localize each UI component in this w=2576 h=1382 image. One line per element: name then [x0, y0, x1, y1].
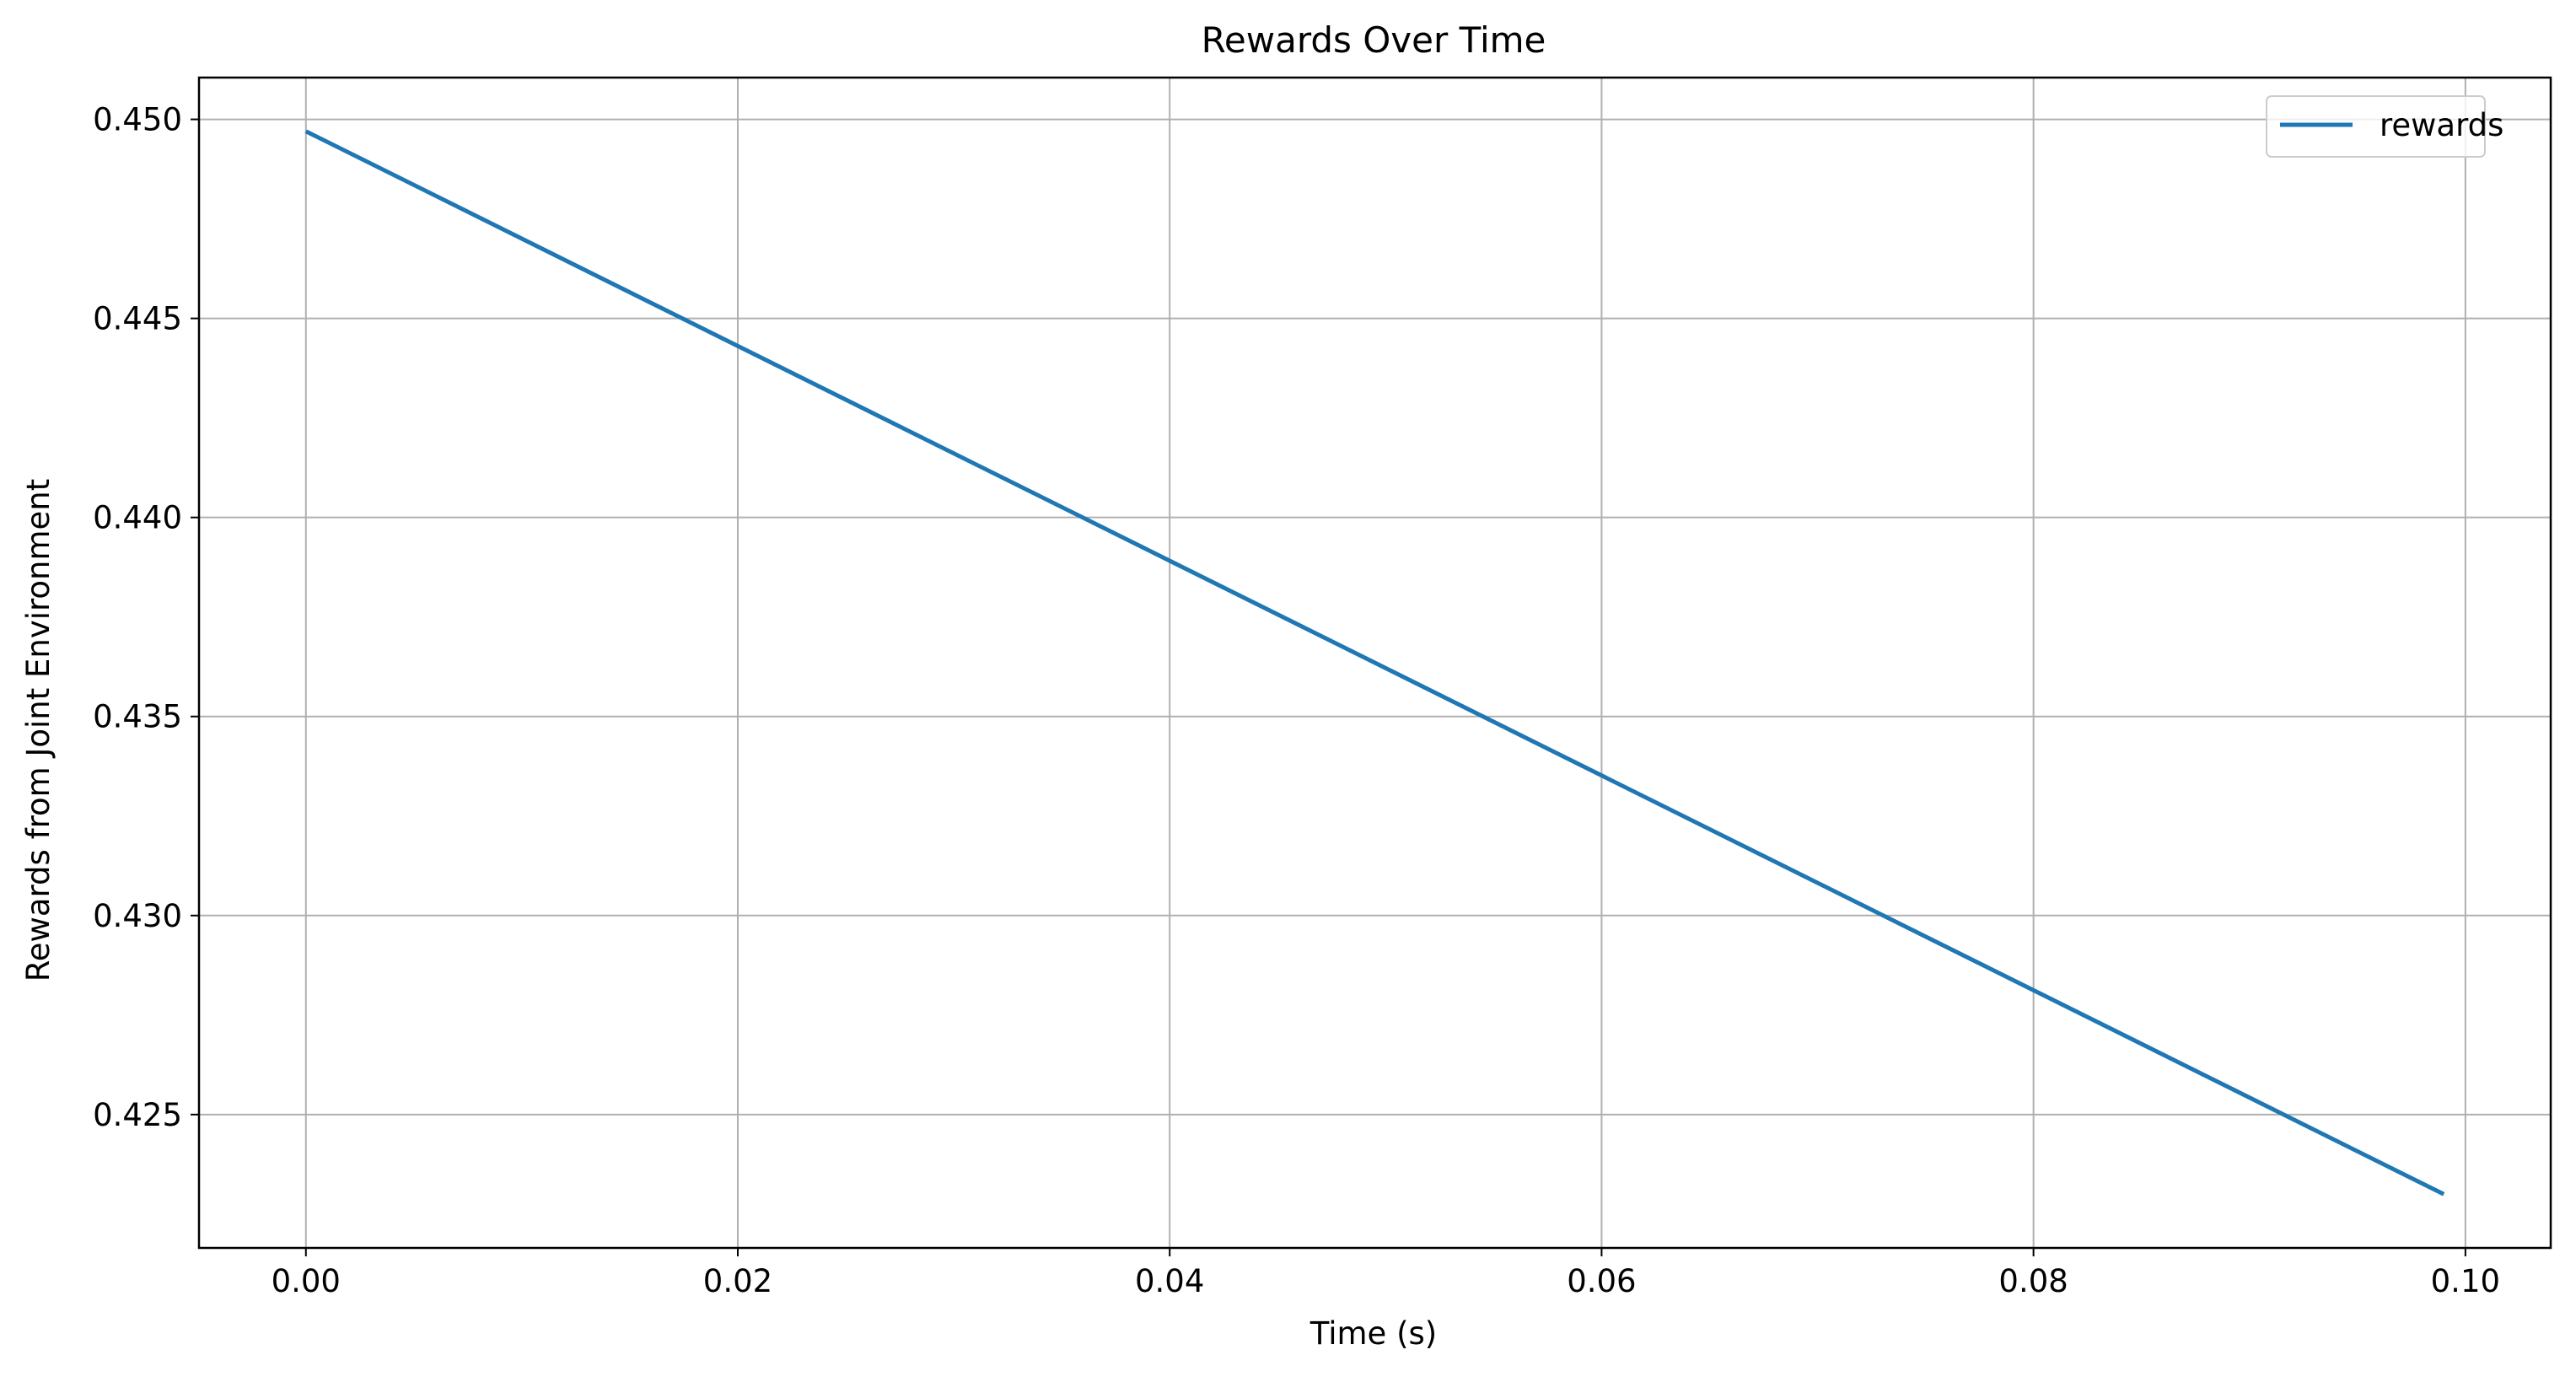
y-tick-label: 0.435 — [93, 699, 182, 735]
series-layer — [304, 129, 2445, 1196]
y-tick-label: 0.425 — [93, 1097, 182, 1133]
x-tick-label: 0.08 — [1998, 1263, 2068, 1299]
y-tick-label: 0.440 — [93, 500, 182, 536]
series-line-rewards — [304, 129, 2445, 1196]
x-tick-label: 0.04 — [1135, 1263, 1204, 1299]
legend-box — [2266, 95, 2486, 158]
x-tick-label: 0.02 — [703, 1263, 772, 1299]
plot-frame — [197, 76, 2552, 1250]
x-tick-label: 0.06 — [1567, 1263, 1636, 1299]
legend-label: rewards — [2380, 107, 2503, 143]
y-tick-label: 0.450 — [93, 102, 182, 138]
ticks: 0.00 0.02 0.04 0.06 0.08 0.10 0.425 0.430 0.435 0… — [93, 102, 2500, 1299]
y-tick-label: 0.445 — [93, 301, 182, 337]
grid — [199, 78, 2551, 1248]
y-tick-label: 0.430 — [93, 898, 182, 934]
chart-title: Rewards Over Time — [1202, 19, 1546, 61]
x-tick-label: 0.00 — [272, 1263, 341, 1299]
x-tick-label: 0.10 — [2431, 1263, 2500, 1299]
x-axis-label: Time (s) — [1310, 1315, 1437, 1352]
y-axis-label: Rewards from Joint Environment — [20, 479, 56, 982]
legend: rewards — [2266, 95, 2503, 158]
